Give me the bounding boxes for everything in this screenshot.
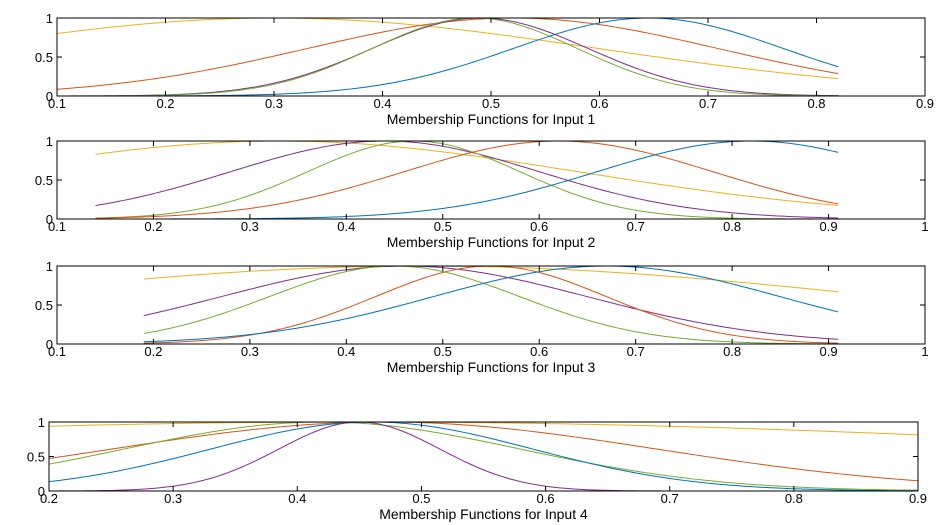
- y-tick-label: 0.5: [35, 298, 53, 313]
- x-axis-label: Membership Functions for Input 3: [387, 359, 596, 375]
- x-tick-label: 0.9: [909, 491, 927, 506]
- subplot-input-4: 0.2 0.3 0.4 0.5 0.6 0.7 0.8 0.9 0 0.5 1 Membership …: [27, 415, 927, 522]
- x-tick-label: 0.6: [530, 344, 548, 359]
- mf-curve-2: [143, 265, 839, 340]
- mf-curve-4: [56, 17, 839, 97]
- mf-curve-2: [48, 421, 919, 482]
- x-tick-label: 0.7: [661, 491, 679, 506]
- axes-box: [48, 421, 919, 492]
- x-tick-label: 0.9: [820, 219, 838, 234]
- x-tick-label: 0.1: [48, 344, 66, 359]
- y-tick-label: 0.5: [27, 450, 45, 465]
- x-tick-label: 0.8: [785, 491, 803, 506]
- x-tick-label: 0.3: [241, 344, 259, 359]
- subplot-input-2: 0.1 0.2 0.3 0.4 0.5 0.6 0.7 0.8 0.9 1 0 0.5 1 Members…: [35, 134, 929, 250]
- x-tick-label: 0.9: [916, 96, 934, 111]
- x-tick-label: 0.8: [807, 96, 825, 111]
- mf-curve-1: [48, 421, 919, 436]
- axes-box: [56, 17, 926, 97]
- y-tick-label: 0.5: [35, 173, 53, 188]
- y-tick-label: 1: [46, 134, 53, 149]
- y-tick-label: 0: [46, 212, 53, 227]
- mf-curve-5: [57, 17, 839, 97]
- x-tick-label: 0.6: [537, 491, 555, 506]
- x-tick-label: 1: [921, 219, 928, 234]
- x-tick-label: 0.1: [48, 219, 66, 234]
- mf-curve-2: [95, 140, 839, 219]
- mf-curve-3: [56, 17, 839, 97]
- y-tick-label: 0: [46, 337, 53, 352]
- axes-box: [56, 140, 926, 220]
- x-tick-label: 0.3: [164, 491, 182, 506]
- x-tick-label: 0.9: [820, 344, 838, 359]
- mf-curve-3: [48, 421, 919, 491]
- x-tick-label: 0.2: [40, 491, 58, 506]
- x-tick-label: 0.8: [723, 344, 741, 359]
- x-tick-label: 0.1: [48, 96, 66, 111]
- y-tick-label: 1: [38, 415, 45, 430]
- mf-curve-4: [95, 140, 839, 219]
- mf-curve-3: [95, 140, 839, 220]
- x-tick-label: 0.5: [412, 491, 430, 506]
- x-tick-label: 0.6: [530, 219, 548, 234]
- mf-curve-5: [143, 265, 839, 343]
- x-tick-label: 0.3: [265, 96, 283, 111]
- x-tick-label: 0.5: [434, 344, 452, 359]
- x-tick-label: 0.6: [590, 96, 608, 111]
- x-tick-label: 0.4: [373, 96, 391, 111]
- y-tick-label: 0: [46, 89, 53, 104]
- x-tick-label: 0.5: [482, 96, 500, 111]
- y-tick-label: 0.5: [35, 50, 53, 65]
- x-axis-label: Membership Functions for Input 1: [387, 111, 596, 127]
- y-tick-label: 1: [46, 259, 53, 274]
- x-tick-label: 0.4: [337, 219, 355, 234]
- mf-curve-1: [56, 17, 839, 80]
- x-tick-label: 0.4: [337, 344, 355, 359]
- mf-curve-4: [48, 421, 919, 492]
- y-tick-label: 0: [38, 484, 45, 499]
- x-tick-label: 0.7: [627, 344, 645, 359]
- x-tick-label: 0.5: [434, 219, 452, 234]
- x-axis-label: Membership Functions for Input 4: [379, 506, 588, 522]
- x-tick-label: 0.4: [288, 491, 306, 506]
- mf-curve-1: [143, 265, 839, 293]
- subplot-input-1: 0.1 0.2 0.3 0.4 0.5 0.6 0.7 0.8 0.9 0 0.5 1 Membersh…: [35, 11, 934, 127]
- subplot-input-3: 0.1 0.2 0.3 0.4 0.5 0.6 0.7 0.8 0.9 1 0 0.5 1 Members…: [35, 259, 929, 375]
- mf-curve-3: [143, 265, 839, 345]
- x-tick-label: 0.7: [699, 96, 717, 111]
- x-tick-label: 1: [921, 344, 928, 359]
- mf-curve-1: [95, 140, 839, 206]
- x-axis-label: Membership Functions for Input 2: [387, 234, 596, 250]
- x-tick-label: 0.3: [241, 219, 259, 234]
- x-tick-label: 0.8: [723, 219, 741, 234]
- x-tick-label: 0.2: [144, 344, 162, 359]
- y-tick-label: 1: [46, 11, 53, 26]
- x-tick-label: 0.2: [144, 219, 162, 234]
- x-tick-label: 0.2: [156, 96, 174, 111]
- mf-curve-5: [48, 421, 918, 492]
- x-tick-label: 0.7: [627, 219, 645, 234]
